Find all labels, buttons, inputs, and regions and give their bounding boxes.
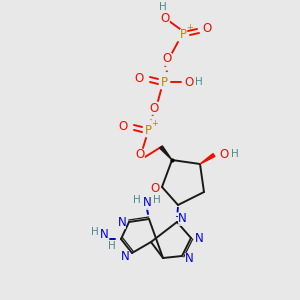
Text: P: P: [160, 76, 167, 88]
Text: N: N: [184, 253, 194, 266]
Text: +: +: [187, 23, 194, 32]
Text: O: O: [134, 71, 144, 85]
Polygon shape: [160, 146, 172, 160]
Text: H: H: [108, 241, 116, 251]
Text: O: O: [149, 101, 159, 115]
Text: H: H: [231, 149, 239, 159]
Text: O: O: [160, 11, 169, 25]
Text: H: H: [133, 195, 141, 205]
Text: H: H: [195, 77, 203, 87]
Text: N: N: [142, 196, 152, 209]
Text: H: H: [91, 227, 99, 237]
Text: H: H: [159, 2, 167, 12]
Text: N: N: [100, 229, 108, 242]
Text: O: O: [184, 76, 194, 88]
Text: O: O: [118, 119, 127, 133]
Text: O: O: [162, 52, 172, 65]
Text: N: N: [178, 212, 186, 226]
Text: N: N: [121, 250, 129, 262]
Text: +: +: [152, 118, 158, 127]
Text: O: O: [202, 22, 211, 35]
Text: P: P: [145, 124, 152, 136]
Text: P: P: [179, 28, 187, 41]
Text: O: O: [150, 182, 160, 194]
Text: O: O: [135, 148, 145, 161]
Text: N: N: [118, 215, 126, 229]
Polygon shape: [200, 154, 215, 164]
Text: H: H: [153, 195, 161, 205]
Text: N: N: [195, 232, 203, 245]
Text: O: O: [219, 148, 229, 160]
